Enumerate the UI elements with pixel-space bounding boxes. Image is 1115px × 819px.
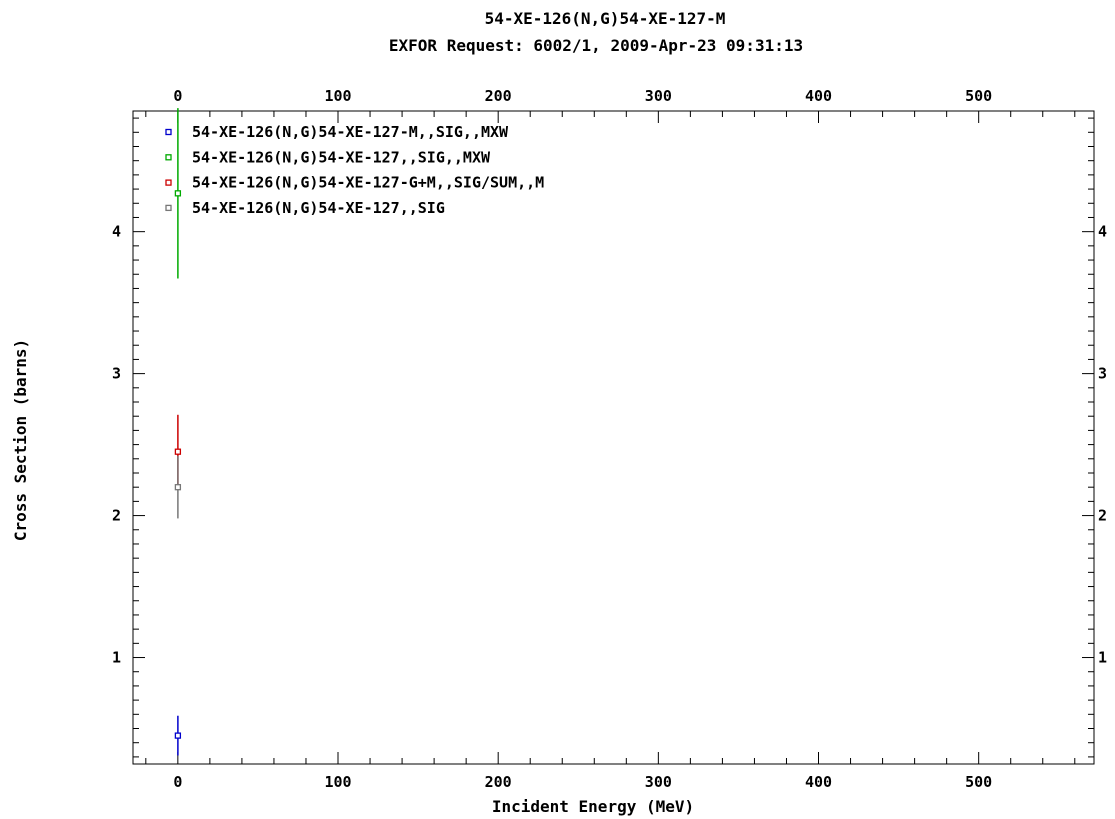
legend-entry: 54-XE-126(N,G)54-XE-127,,SIG,,MXW: [192, 148, 491, 166]
data-marks: [174, 108, 182, 756]
y-tick-label: 3: [112, 365, 121, 383]
legend: 54-XE-126(N,G)54-XE-127-M,,SIG,,MXW 54-XE…: [165, 123, 544, 217]
axis-tick-labels: 0 0 100 100 200 200 300 300 400 400 500 500 1 1 2 2 3 3 4 4: [112, 87, 1107, 791]
x-tick-label: 100: [324, 773, 351, 791]
x-tick-label: 400: [805, 773, 832, 791]
x-axis-label: Incident Energy (MeV): [492, 797, 694, 816]
x-tick-label: 200: [485, 773, 512, 791]
data-point: [174, 448, 182, 455]
legend-marker: [165, 204, 172, 212]
x-tick-label-top: 100: [324, 87, 351, 105]
y-tick-label: 1: [112, 649, 121, 667]
y-tick-label-right: 4: [1098, 223, 1107, 241]
chart-subtitle: EXFOR Request: 6002/1, 2009-Apr-23 09:31…: [389, 36, 803, 55]
x-tick-label-top: 300: [645, 87, 672, 105]
y-tick-label: 4: [112, 223, 121, 241]
y-axis-label: Cross Section (barns): [11, 339, 30, 541]
y-tick-label-right: 2: [1098, 507, 1107, 525]
legend-marker: [165, 154, 172, 161]
x-tick-label-top: 200: [485, 87, 512, 105]
x-tick-label: 300: [645, 773, 672, 791]
y-tick-label-right: 1: [1098, 649, 1107, 667]
legend-entry: 54-XE-126(N,G)54-XE-127-G+M,,SIG/SUM,,M: [192, 174, 544, 192]
data-point: [174, 732, 182, 739]
x-tick-label-top: 400: [805, 87, 832, 105]
data-point: [174, 484, 182, 491]
legend-entry: 54-XE-126(N,G)54-XE-127,,SIG: [192, 199, 445, 217]
x-tick-label: 0: [173, 773, 182, 791]
y-tick-label: 2: [112, 507, 121, 525]
x-tick-label: 500: [965, 773, 992, 791]
legend-marker: [165, 128, 172, 136]
chart-title: 54-XE-126(N,G)54-XE-127-M: [485, 9, 726, 28]
legend-marker: [165, 179, 172, 186]
plot-frame: [132, 110, 1095, 765]
x-tick-label-top: 500: [965, 87, 992, 105]
x-tick-label-top: 0: [173, 87, 182, 105]
y-tick-label-right: 3: [1098, 365, 1107, 383]
legend-entry: 54-XE-126(N,G)54-XE-127-M,,SIG,,MXW: [192, 123, 509, 141]
data-point: [174, 190, 182, 197]
